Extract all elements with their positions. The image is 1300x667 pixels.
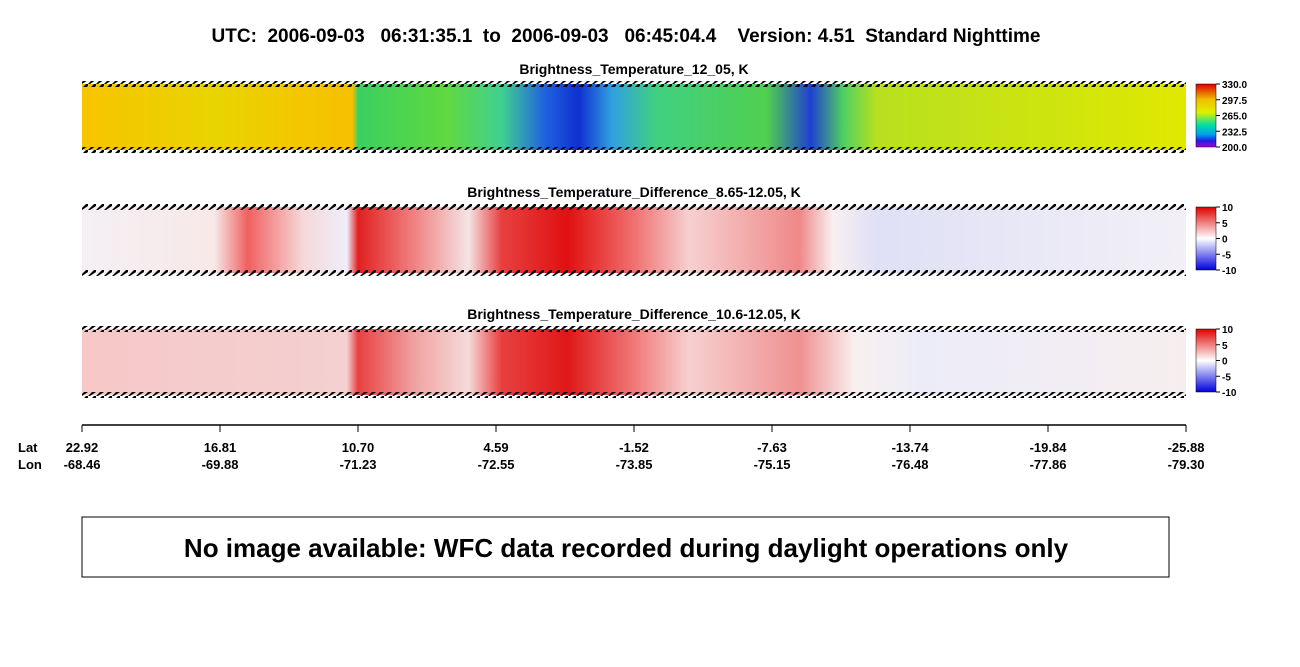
colorbar-label: 0: [1222, 357, 1228, 368]
colorbar-label: 265.0: [1222, 112, 1247, 123]
strip-border: [82, 204, 1186, 210]
lat-label: -1.52: [619, 440, 649, 455]
colorbar-label: 297.5: [1222, 96, 1247, 107]
panel-title: Brightness_Temperature_Difference_8.65-1…: [467, 184, 801, 200]
colorbar-label: 200.0: [1222, 143, 1247, 154]
lat-label: 10.70: [342, 440, 375, 455]
colorbar-label: 0: [1222, 235, 1228, 246]
lat-label: -13.74: [892, 440, 930, 455]
notice: No image available: WFC data recorded du…: [184, 533, 1069, 563]
lon-label: -73.85: [616, 457, 653, 472]
image-strip: [82, 329, 1186, 395]
colorbar: [1195, 206, 1217, 271]
row-label: Lat: [18, 440, 38, 455]
lon-label: -72.55: [478, 457, 515, 472]
lon-label: -68.46: [64, 457, 101, 472]
lon-label: -75.15: [754, 457, 791, 472]
image-strip: [82, 84, 1186, 150]
lon-label: -76.48: [892, 457, 929, 472]
notice-box: [81, 516, 1170, 578]
colorbar-label: 10: [1222, 203, 1234, 214]
lon-label: -79.30: [1168, 457, 1205, 472]
axis-ticks: 22.92 -68.46 16.81 -69.88 10.70 -71.23 4.59 -72…: [64, 425, 1205, 472]
image-strip: [82, 207, 1186, 273]
row-label: Lon: [18, 457, 42, 472]
colorbar-label: 10: [1222, 325, 1234, 336]
lon-label: -77.86: [1030, 457, 1067, 472]
colorbar-label: -5: [1222, 372, 1231, 383]
strip-border: [82, 147, 1186, 153]
colorbar-label: -5: [1222, 250, 1231, 261]
colorbar: [1195, 83, 1217, 148]
strip-border: [82, 392, 1186, 398]
colorbar-label: 232.5: [1222, 127, 1247, 138]
lon-label: -71.23: [340, 457, 377, 472]
colorbar: [1195, 328, 1217, 393]
lat-label: -25.88: [1168, 440, 1205, 455]
colorbar-label: 330.0: [1222, 80, 1247, 91]
panel-title: Brightness_Temperature_Difference_10.6-1…: [467, 306, 801, 322]
page-title: UTC: 2006-09-03 06:31:35.1 to 2006-09-03…: [212, 26, 1041, 47]
colorbar-label: -10: [1222, 388, 1237, 399]
lat-label: 16.81: [204, 440, 237, 455]
panel-title: Brightness_Temperature_12_05, K: [519, 61, 748, 77]
lon-label: -69.88: [202, 457, 239, 472]
strip-border: [82, 326, 1186, 332]
lat-label: 4.59: [483, 440, 508, 455]
panels: Brightness_Temperature_12_05, K 330.0 297.…: [82, 61, 1247, 399]
lat-label: 22.92: [66, 440, 99, 455]
colorbar-label: 5: [1222, 219, 1228, 230]
lat-label: -7.63: [757, 440, 787, 455]
strip-border: [82, 270, 1186, 276]
colorbar-label: 5: [1222, 341, 1228, 352]
strip-border: [82, 81, 1186, 87]
lat-label: -19.84: [1030, 440, 1068, 455]
colorbar-label: -10: [1222, 266, 1237, 277]
